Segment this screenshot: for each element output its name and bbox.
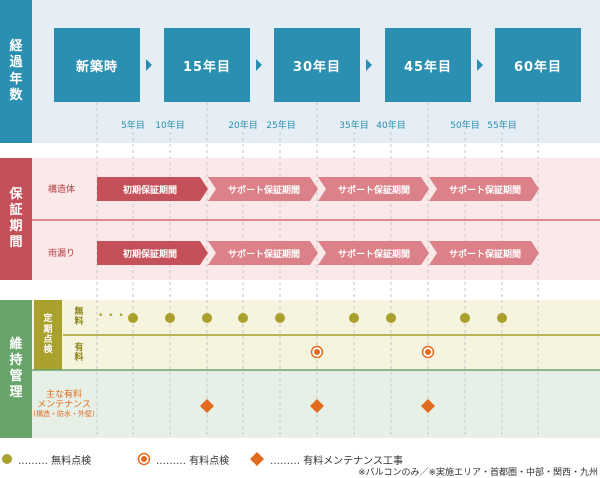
milestone-arrow — [256, 59, 262, 71]
free-inspection-dot — [238, 313, 248, 323]
elapsed-years-label: 経過年数 — [0, 0, 32, 143]
legend-work-text: ……… 有料メンテナンス工事 — [270, 456, 403, 467]
maintenance-work-diamond — [421, 399, 435, 413]
major-maintenance-markers — [200, 399, 435, 413]
free-inspection-dot — [128, 313, 138, 323]
support-period-arrow — [208, 241, 318, 265]
structure-initial-label: 初期保証期間 — [122, 185, 177, 196]
year-tick-40: 40年目 — [376, 121, 406, 131]
warranty-period-label: 保証期間 — [0, 158, 32, 280]
free-inspection-dot — [460, 313, 470, 323]
structure-support-label-1: サポート保証期間 — [227, 185, 300, 196]
milestone-new: 新築時 — [54, 28, 140, 102]
periodic-inspection-label: 定期点検 — [34, 300, 62, 370]
leak-initial-label: 初期保証期間 — [122, 249, 177, 260]
paid-inspection-core — [425, 349, 431, 355]
support-period-arrow — [429, 177, 539, 201]
free-inspection-dot — [349, 313, 359, 323]
milestone-15: 15年目 — [164, 28, 250, 102]
legend-paid-icon-core — [141, 456, 147, 462]
free-inspection-markers — [128, 313, 507, 323]
free-inspection-dot — [275, 313, 285, 323]
paid-inspection-core — [314, 349, 320, 355]
structure-row-label: 構造体 — [48, 185, 76, 195]
year-tick-20: 20年目 — [228, 121, 258, 131]
maintenance-work-diamond — [310, 399, 324, 413]
structure-support-label-3: サポート保証期間 — [448, 185, 521, 196]
footnote: ※バルコンのみ／※実施エリア・首都圏・中部・関西・九州 — [358, 468, 598, 478]
free-inspection-label: 無料 — [74, 306, 84, 327]
leak-support-label-1: サポート保証期間 — [227, 249, 300, 260]
paid-inspection-markers — [310, 345, 435, 359]
legend-free-text: ……… 無料点検 — [18, 456, 92, 467]
free-inspection-dot — [386, 313, 396, 323]
maintenance-label: 維持管理 — [0, 300, 32, 438]
leak-row-label: 雨漏り — [48, 249, 76, 259]
milestone-arrow — [477, 59, 483, 71]
year-guides — [96, 102, 539, 438]
leak-support-label-3: サポート保証期間 — [448, 249, 521, 260]
support-period-arrow — [208, 177, 318, 201]
year-tick-55: 55年目 — [487, 121, 517, 131]
structure-support-label-2: サポート保証期間 — [337, 185, 410, 196]
legend-free-icon — [2, 454, 12, 464]
free-inspection-dot — [165, 313, 175, 323]
milestone-30: 30年目 — [274, 28, 360, 102]
ellipsis-dots: • • • — [98, 311, 125, 321]
maintenance-work-diamond — [200, 399, 214, 413]
year-tick-35: 35年目 — [339, 121, 369, 131]
legend-paid-text: ……… 有料点検 — [156, 456, 230, 467]
paid-inspection-label: 有料 — [74, 342, 84, 363]
year-tick-10: 10年目 — [155, 121, 185, 131]
warranty-row-structure — [97, 177, 539, 201]
milestone-60: 60年目 — [495, 28, 581, 102]
free-inspection-dot — [202, 313, 212, 323]
support-period-arrow — [429, 241, 539, 265]
year-tick-5: 5年目 — [121, 121, 145, 131]
milestone-arrow — [146, 59, 152, 71]
free-inspection-dot — [497, 313, 507, 323]
support-period-arrow — [318, 241, 429, 265]
legend-work-icon — [250, 452, 264, 466]
milestone-arrows — [146, 59, 483, 71]
year-tick-50: 50年目 — [450, 121, 480, 131]
major-band — [0, 370, 600, 438]
leak-support-label-2: サポート保証期間 — [337, 249, 410, 260]
support-period-arrow — [318, 177, 429, 201]
initial-period-arrow — [97, 177, 208, 201]
major-maintenance-label: 主な有料 メンテナンス (構造・防水・外壁) — [33, 389, 95, 419]
milestone-arrow — [366, 59, 372, 71]
year-tick-25: 25年目 — [266, 121, 296, 131]
initial-period-arrow — [97, 241, 208, 265]
milestone-45: 45年目 — [385, 28, 471, 102]
legend-icons — [2, 452, 264, 466]
warranty-row-leak — [97, 241, 539, 265]
